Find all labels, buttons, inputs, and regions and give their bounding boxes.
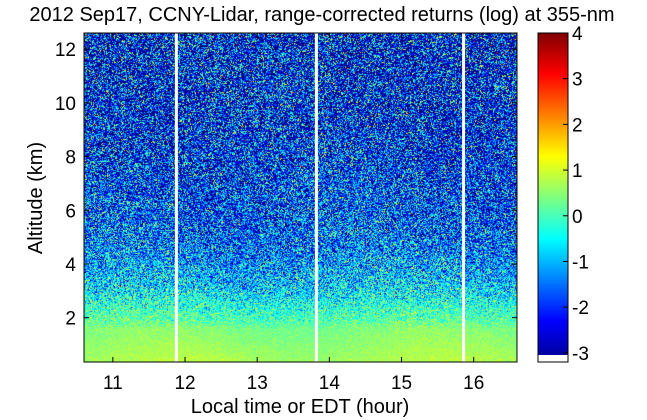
colorbar-ticks: 4 3 2 1 0 -1 -2 -3 xyxy=(563,24,589,365)
y-tick-label: 10 xyxy=(55,94,76,115)
colorbar: 4 3 2 1 0 -1 -2 -3 xyxy=(537,24,589,365)
y-axis-label: Altitude (km) xyxy=(25,142,47,254)
heatmap-canvas xyxy=(84,33,517,362)
x-tick-label: 14 xyxy=(319,373,341,394)
data-gap xyxy=(314,33,318,362)
colorbar-tick-label: 4 xyxy=(572,24,583,45)
colorbar-tick-label: 1 xyxy=(572,161,583,182)
x-axis-ticks: 11 12 13 14 15 16 xyxy=(103,33,484,394)
y-tick-label: 4 xyxy=(65,255,76,276)
data-gap xyxy=(174,33,178,362)
x-tick-label: 11 xyxy=(103,373,123,394)
colorbar-tick-label: 3 xyxy=(572,70,583,91)
colorbar-tick-label: -2 xyxy=(572,298,589,319)
y-axis-ticks: 2 4 6 8 10 12 xyxy=(55,40,517,330)
y-tick-label: 6 xyxy=(65,201,76,222)
colorbar-tick-label: 0 xyxy=(572,207,583,228)
data-gap xyxy=(462,33,466,362)
x-tick-label: 16 xyxy=(463,373,484,394)
plot-frame xyxy=(83,32,518,363)
colorbar-tick-label: -1 xyxy=(572,252,589,273)
colorbar-tick-label: 2 xyxy=(572,115,583,136)
y-tick-label: 12 xyxy=(55,40,76,61)
x-tick-label: 12 xyxy=(174,373,195,394)
chart-title: 2012 Sep17, CCNY-Lidar, range-corrected … xyxy=(29,4,614,26)
heatmap-area xyxy=(83,32,518,363)
y-tick-label: 2 xyxy=(65,309,76,330)
colorbar-bottom-band xyxy=(538,355,568,362)
colorbar-frame xyxy=(537,32,569,363)
y-tick-label: 8 xyxy=(65,148,76,169)
data-gap-stripes xyxy=(174,33,466,362)
x-tick-label: 15 xyxy=(391,373,412,394)
colorbar-gradient xyxy=(538,33,568,362)
x-axis-label: Local time or EDT (hour) xyxy=(191,396,410,418)
colorbar-tick-label: -3 xyxy=(572,344,589,365)
x-tick-label: 13 xyxy=(247,373,268,394)
